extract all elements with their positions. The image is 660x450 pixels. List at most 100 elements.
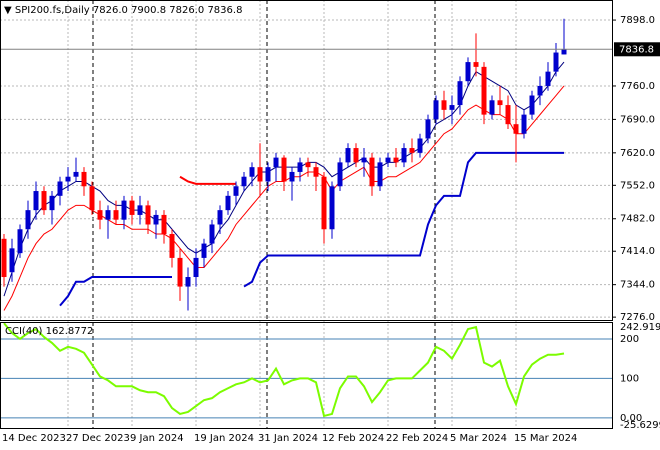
candle-body bbox=[489, 100, 495, 115]
candle-body bbox=[129, 200, 135, 215]
indicator-line bbox=[179, 175, 236, 185]
price-frame bbox=[0, 0, 613, 321]
candle-body bbox=[449, 105, 455, 110]
indicator-title: CCI(40) 162.8772 bbox=[5, 326, 93, 337]
candle-body bbox=[425, 119, 431, 139]
y-tick-label: -25.6299 bbox=[620, 420, 660, 431]
candle-body bbox=[193, 257, 199, 278]
candle-body bbox=[9, 248, 15, 273]
candle-body bbox=[393, 157, 399, 163]
candle-body bbox=[297, 162, 303, 172]
ohlc: 7836.8 bbox=[207, 5, 242, 16]
candle-body bbox=[401, 148, 407, 163]
y-tick-label: 7690.0 bbox=[620, 114, 655, 125]
candle-body bbox=[201, 243, 207, 258]
candle-body bbox=[241, 176, 247, 187]
candle-body bbox=[513, 124, 519, 134]
candle-body bbox=[289, 171, 295, 182]
x-tick-label: 14 Dec 2023 bbox=[2, 433, 66, 444]
candle-body bbox=[97, 210, 103, 220]
indicator-line bbox=[3, 322, 565, 418]
candle-body bbox=[281, 157, 287, 182]
candle-body bbox=[25, 210, 31, 230]
candle-body bbox=[81, 171, 87, 187]
candle-body bbox=[17, 229, 23, 254]
candle-body bbox=[41, 191, 47, 211]
cci-frame bbox=[0, 322, 613, 429]
y-tick-label: 7760.0 bbox=[620, 81, 655, 92]
candle-body bbox=[385, 157, 391, 163]
candle-body bbox=[217, 210, 223, 225]
candle-body bbox=[225, 195, 231, 211]
candle-body bbox=[369, 157, 375, 187]
candle-body bbox=[329, 186, 335, 230]
candle-body bbox=[65, 176, 71, 182]
x-tick-label: 9 Jan 2024 bbox=[130, 433, 184, 444]
candle-body bbox=[113, 210, 119, 220]
candle-body bbox=[545, 71, 551, 86]
x-tick-label: 15 Mar 2024 bbox=[514, 433, 577, 444]
candle-body bbox=[145, 205, 151, 225]
candle-body bbox=[353, 148, 359, 163]
candle-body bbox=[497, 100, 503, 106]
candle-body bbox=[1, 238, 7, 278]
x-tick-label: 5 Mar 2024 bbox=[450, 433, 507, 444]
candle-body bbox=[185, 277, 191, 287]
candle-body bbox=[57, 181, 63, 196]
y-tick-label: 7276.0 bbox=[620, 312, 655, 323]
candle-body bbox=[105, 210, 111, 220]
x-tick-label: 12 Feb 2024 bbox=[322, 433, 384, 444]
y-tick-label: 7482.0 bbox=[620, 214, 655, 225]
current-price-box bbox=[614, 42, 660, 57]
candle-body bbox=[121, 200, 127, 220]
month-separators bbox=[92, 0, 436, 428]
y-tick-label: 7552.0 bbox=[620, 180, 655, 191]
candle-body bbox=[137, 205, 143, 215]
candle-body bbox=[33, 191, 39, 211]
y-tick-label: 7898.0 bbox=[620, 15, 655, 26]
candle-body bbox=[409, 148, 415, 153]
indicator-line bbox=[243, 151, 564, 288]
candle-body bbox=[473, 62, 479, 67]
candle-body bbox=[465, 62, 471, 82]
candle-body bbox=[337, 162, 343, 187]
candle-body bbox=[481, 66, 487, 115]
candle-body bbox=[313, 167, 319, 177]
candle-body bbox=[257, 167, 263, 182]
candle-body bbox=[249, 167, 255, 177]
current-price-label: 7836.8 bbox=[619, 44, 654, 55]
y-tick-label: 7414.0 bbox=[620, 246, 655, 257]
candle-body bbox=[433, 100, 439, 120]
y-tick-label: 100 bbox=[620, 373, 639, 384]
candle-body bbox=[233, 186, 239, 196]
candle-body bbox=[209, 224, 215, 244]
candle-body bbox=[553, 52, 559, 72]
candle-body bbox=[537, 85, 543, 96]
symbol: SPI200.fs,Daily bbox=[15, 5, 90, 16]
candle-body bbox=[153, 214, 159, 225]
candle-body bbox=[529, 95, 535, 115]
ohlc: 7900.8 bbox=[131, 5, 166, 16]
candle-body bbox=[361, 157, 367, 163]
y-tick-label: 200 bbox=[620, 334, 639, 345]
x-tick-label: 27 Dec 2023 bbox=[66, 433, 130, 444]
candle-body bbox=[457, 81, 463, 106]
indicator-line bbox=[59, 276, 172, 307]
candle-body bbox=[49, 195, 55, 211]
candle-body bbox=[441, 100, 447, 110]
x-tick-label: 22 Feb 2024 bbox=[386, 433, 448, 444]
chart-title: ▼ SPI200.fs,Daily 7826.0 7900.8 7826.0 7… bbox=[4, 5, 242, 16]
y-tick-label: 7344.0 bbox=[620, 280, 655, 291]
candle-body bbox=[169, 234, 175, 258]
y-tick-label: 0.00 bbox=[620, 413, 642, 424]
candle-body bbox=[417, 138, 423, 153]
candle-body bbox=[345, 148, 351, 163]
candle-body bbox=[505, 105, 511, 125]
x-tick-label: 19 Jan 2024 bbox=[194, 433, 254, 444]
candle-body bbox=[305, 162, 311, 168]
candle-body bbox=[321, 176, 327, 230]
x-tick-label: 31 Jan 2024 bbox=[258, 433, 318, 444]
candle-body bbox=[521, 114, 527, 134]
